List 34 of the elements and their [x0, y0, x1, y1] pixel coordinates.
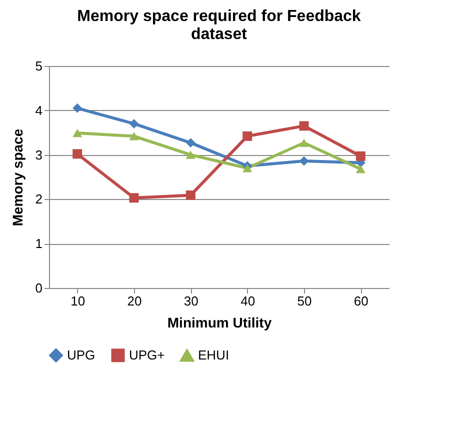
point [72, 128, 82, 138]
point [186, 150, 196, 159]
y-tick-label: 1 [35, 236, 42, 252]
legend-label: EHUI [198, 348, 230, 363]
point [356, 151, 366, 161]
y-tick-label: 0 [35, 280, 42, 296]
x-tick-label: 20 [127, 294, 142, 308]
point [129, 132, 139, 140]
legend-label: UPG+ [129, 347, 165, 362]
point [129, 118, 139, 128]
point [356, 164, 366, 174]
point [186, 190, 196, 200]
point [72, 103, 82, 113]
x-tick-label: 40 [240, 294, 256, 308]
x-tick-label: 10 [70, 294, 86, 308]
point [242, 131, 252, 141]
point [299, 138, 309, 147]
y-tick-label: 4 [35, 102, 42, 118]
legend-label: UPG [67, 347, 96, 362]
point [299, 121, 309, 131]
point [72, 149, 82, 159]
x-tick-label: 60 [354, 294, 368, 308]
y-tick-label: 2 [35, 192, 42, 207]
point [299, 156, 309, 166]
x-tick-label: 50 [297, 294, 312, 308]
point [129, 193, 139, 203]
chart-title: Memory space required for Feedback dataset [77, 8, 361, 43]
y-axis-title: Memory space [9, 128, 26, 226]
point [242, 164, 252, 172]
y-tick-label: 3 [35, 147, 42, 162]
y-tick-label: 5 [35, 58, 42, 74]
x-axis-title: Minimum Utility [167, 314, 272, 330]
x-tick-label: 30 [184, 294, 198, 308]
point [186, 138, 196, 148]
